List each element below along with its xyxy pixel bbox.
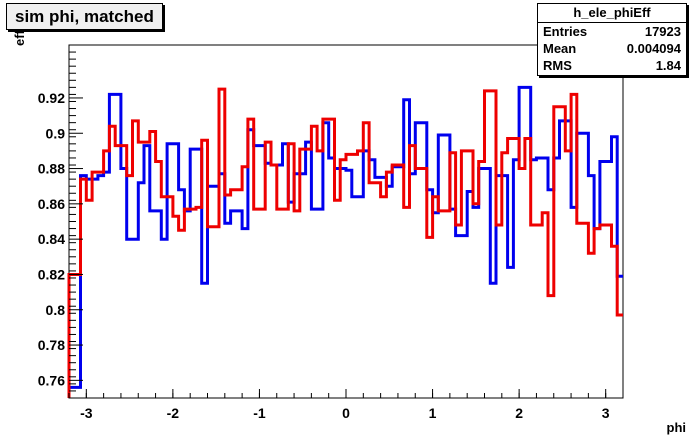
stats-row-rms: RMS 1.84 <box>538 57 686 74</box>
chart-title: sim phi, matched <box>6 3 163 30</box>
y-tick-label: 0.78 <box>38 337 65 353</box>
y-tick-label: 0.92 <box>38 90 65 106</box>
stats-value: 0.004094 <box>626 41 681 56</box>
series-1-line <box>67 87 623 398</box>
x-tick-label: 3 <box>602 405 610 421</box>
x-tick-label: -3 <box>80 405 93 421</box>
x-tick-label: -2 <box>167 405 180 421</box>
series-1 <box>67 87 623 398</box>
axes-layer: -3 -2 -1 0 1 2 3 0.76 0.78 0.8 0.82 0.84 0.86 0.88 0.9… <box>38 44 624 421</box>
y-tick-label: 0.84 <box>38 231 65 247</box>
x-tick-label: 0 <box>342 405 350 421</box>
stats-label: RMS <box>543 58 572 73</box>
x-tick-label: 2 <box>515 405 523 421</box>
stats-row-entries: Entries 17923 <box>538 23 686 40</box>
stats-label: Mean <box>543 41 577 56</box>
stats-row-mean: Mean 0.004094 <box>538 40 686 57</box>
stats-value: 1.84 <box>655 58 681 73</box>
x-axis-title: phi <box>666 420 687 435</box>
x-tick-label: -1 <box>253 405 266 421</box>
y-tick-label: 0.82 <box>38 266 65 282</box>
stats-value: 17923 <box>644 24 681 39</box>
y-axis-title: eff <box>12 30 27 46</box>
y-tick-label: 0.76 <box>38 372 65 388</box>
y-tick-label: 0.8 <box>46 302 66 318</box>
y-tick-label: 0.86 <box>38 196 65 212</box>
stats-box: h_ele_phiEff Entries 17923 Mean 0.004094… <box>537 3 687 76</box>
y-tick-label: 0.9 <box>46 125 66 141</box>
series-0 <box>67 85 623 398</box>
y-tick-label: 0.88 <box>38 161 65 177</box>
series-layer <box>67 85 623 398</box>
plot-frame <box>68 44 624 399</box>
series-0-line <box>67 85 623 398</box>
stats-label: Entries <box>543 24 588 39</box>
stats-histogram-name: h_ele_phiEff <box>538 4 686 23</box>
x-tick-label: 1 <box>429 405 437 421</box>
